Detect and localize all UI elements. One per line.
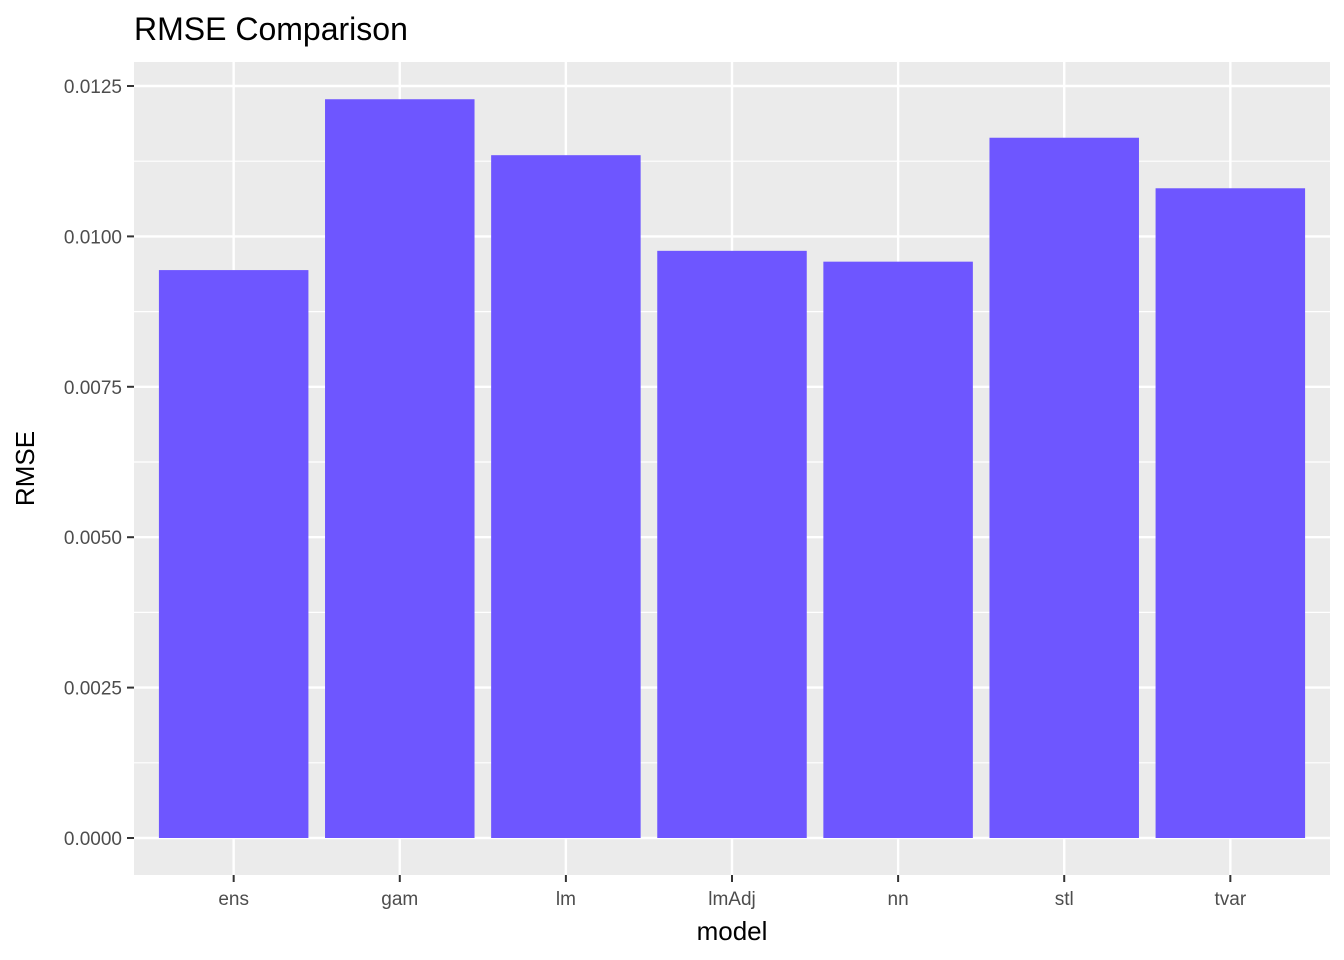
y-tick-label: 0.0025 bbox=[64, 679, 122, 700]
y-tick-label: 0.0050 bbox=[64, 528, 122, 549]
y-tick-label: 0.0000 bbox=[64, 829, 122, 850]
y-tick-label: 0.0075 bbox=[64, 378, 122, 399]
bar-lm bbox=[491, 155, 641, 838]
chart-title: RMSE Comparison bbox=[134, 11, 408, 47]
y-axis-title: RMSE bbox=[10, 431, 40, 506]
x-tick-label: ens bbox=[218, 889, 249, 910]
x-tick-label: gam bbox=[381, 889, 418, 910]
x-axis-title: model bbox=[697, 916, 768, 946]
y-tick-label: 0.0125 bbox=[64, 77, 122, 98]
y-axis: 0.0000 0.0025 0.0050 0.0075 0.0100 0.0125 bbox=[64, 77, 134, 850]
bar-gam bbox=[325, 99, 475, 838]
y-tick-label: 0.0100 bbox=[64, 227, 122, 248]
bar-stl bbox=[989, 137, 1139, 838]
bar-nn bbox=[823, 261, 973, 838]
x-tick-label: nn bbox=[888, 889, 909, 910]
bar-tvar bbox=[1155, 188, 1306, 839]
x-tick-label: lm bbox=[556, 889, 576, 910]
bars bbox=[158, 99, 1306, 839]
bar-ens bbox=[158, 270, 309, 838]
bar-lmAdj bbox=[657, 250, 807, 839]
x-tick-label: tvar bbox=[1214, 889, 1246, 910]
x-tick-label: lmAdj bbox=[708, 889, 756, 910]
x-tick-label: stl bbox=[1055, 889, 1074, 910]
x-axis: ens gam lm lmAdj nn stl tvar bbox=[218, 875, 1247, 910]
